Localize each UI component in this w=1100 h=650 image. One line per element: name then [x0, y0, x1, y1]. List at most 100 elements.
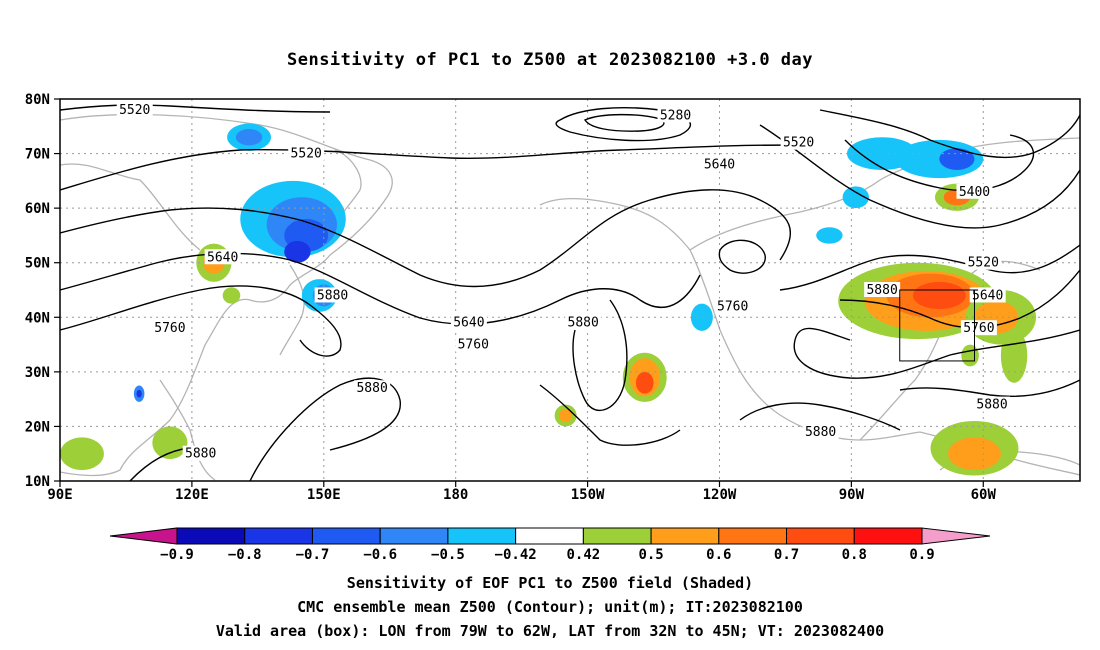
contour-label: 5880: [805, 425, 836, 440]
contour-label-bg: [802, 423, 839, 439]
contour-label: 5640: [972, 288, 1003, 303]
colorbar-label: 0.5: [638, 547, 663, 563]
lat-label: 70N: [25, 147, 50, 163]
lon-label: 120E: [175, 487, 209, 503]
contour-label-bg: [204, 249, 241, 265]
colorbar-label: 0.6: [706, 547, 731, 563]
colorbar-label: −0.5: [431, 547, 465, 563]
sensitivity-patch: [816, 227, 843, 244]
longitude-labels: 90E 120E 150E 180 150W 120W 90W 60W: [47, 487, 996, 503]
sensitivity-patch: [912, 281, 966, 310]
sensitivity-patch: [635, 371, 654, 394]
caption-contour: CMC ensemble mean Z500 (Contour); unit(m…: [297, 598, 803, 616]
lat-label: 50N: [25, 256, 50, 272]
lat-label: 80N: [25, 92, 50, 108]
contour-labels: 5520 5280 5520 5520 5640 5400 5640 5880 5760 5640…: [116, 101, 1011, 462]
caption-shading: Sensitivity of EOF PC1 to Z500 field (Sh…: [346, 574, 754, 592]
colorbar-label: −0.9: [160, 547, 194, 563]
lat-label: 20N: [25, 419, 50, 435]
colorbar: −0.9 −0.8 −0.7 −0.6 −0.5 −0.42 0.42 0.5 0.6 0.7 0.…: [109, 527, 991, 563]
colorbar-label: 0.8: [842, 547, 867, 563]
sensitivity-patch: [948, 437, 1001, 471]
contour-label-bg: [116, 101, 153, 117]
lat-label: 60N: [25, 201, 50, 217]
contour-label-bg: [701, 156, 738, 172]
lon-label: 180: [443, 487, 468, 503]
contour-label: 5760: [717, 299, 748, 314]
caption-valid-area: Valid area (box): LON from 79W to 62W, L…: [215, 622, 885, 640]
lon-label: 60W: [971, 487, 997, 503]
colorbar-label: 0.9: [909, 547, 934, 563]
contour-label: 5760: [154, 321, 185, 336]
colorbar-swatch: [650, 527, 720, 545]
lon-label: 150W: [571, 487, 605, 503]
lat-label: 10N: [25, 474, 50, 490]
colorbar-swatch: [853, 527, 923, 545]
colorbar-label: 0.42: [567, 547, 601, 563]
lon-label: 90W: [839, 487, 865, 503]
contour-label-bg: [288, 145, 325, 161]
colorbar-label: −0.7: [296, 547, 330, 563]
contour-label-bg: [455, 336, 492, 352]
colorbar-swatch: [379, 527, 449, 545]
latitude-labels: 80N 70N 60N 50N 40N 30N 20N 10N: [25, 92, 50, 490]
valid-area-box: [899, 289, 975, 362]
contour-label-bg: [354, 380, 391, 396]
contour-label-bg: [450, 314, 487, 330]
map-title: Sensitivity of PC1 to Z500 at 2023082100…: [286, 50, 813, 70]
colorbar-swatch: [786, 527, 855, 545]
lon-label: 90E: [47, 487, 72, 503]
contour-label: 5880: [866, 283, 897, 298]
contour-label: 5400: [959, 185, 990, 200]
axis-ticks: [54, 98, 984, 487]
sensitivity-shading: [60, 123, 1037, 476]
lon-label: 150E: [307, 487, 341, 503]
contour-label: 5640: [704, 157, 735, 172]
contour-label: 5760: [963, 321, 994, 336]
contour-label-bg: [182, 445, 219, 461]
contour-label-bg: [714, 298, 751, 314]
contour-label-bg: [974, 396, 1011, 412]
colorbar-label: −0.6: [363, 547, 397, 563]
sensitivity-patch: [842, 186, 869, 209]
contour-label: 5520: [291, 147, 322, 162]
sensitivity-patch: [60, 437, 104, 471]
colorbar-label: −0.8: [228, 547, 262, 563]
colorbar-under-triangle: [109, 527, 178, 545]
contour-label: 5880: [568, 316, 599, 331]
contour-label: 5520: [783, 136, 814, 151]
colorbar-label: 0.7: [774, 547, 799, 563]
colorbar-over-triangle: [921, 527, 991, 545]
contour-label-bg: [969, 287, 1006, 303]
colorbar-swatch: [311, 527, 381, 545]
contour-label: 5280: [660, 108, 691, 123]
z500-contours: [60, 104, 1080, 481]
sensitivity-patch: [559, 408, 573, 423]
contour-label: 5880: [317, 288, 348, 303]
sensitivity-patch: [284, 240, 311, 263]
colorbar-swatch: [718, 527, 788, 545]
sensitivity-patch: [690, 303, 713, 331]
contour-label-bg: [565, 314, 602, 330]
contour-label-bg: [314, 287, 351, 303]
contour-label: 5760: [458, 338, 489, 353]
sensitivity-patch: [152, 426, 188, 460]
sensitivity-patch: [1000, 328, 1028, 383]
contour-label: 5520: [119, 103, 150, 118]
contour-label-bg: [780, 134, 817, 150]
colorbar-swatch: [582, 527, 652, 545]
contour-label-bg: [965, 254, 1002, 270]
lon-label: 120W: [703, 487, 737, 503]
contour-label: 5880: [976, 398, 1007, 413]
colorbar-swatch: [515, 527, 584, 545]
contour-label-bg: [151, 320, 188, 336]
colorbar-label: −0.42: [495, 547, 537, 563]
contour-label: 5640: [207, 250, 238, 265]
sensitivity-patch: [235, 129, 263, 146]
lat-label: 40N: [25, 310, 50, 326]
sensitivity-patch: [939, 148, 975, 170]
contour-label: 5880: [356, 381, 387, 396]
colorbar-swatch: [176, 527, 246, 545]
sensitivity-patch: [222, 287, 241, 304]
